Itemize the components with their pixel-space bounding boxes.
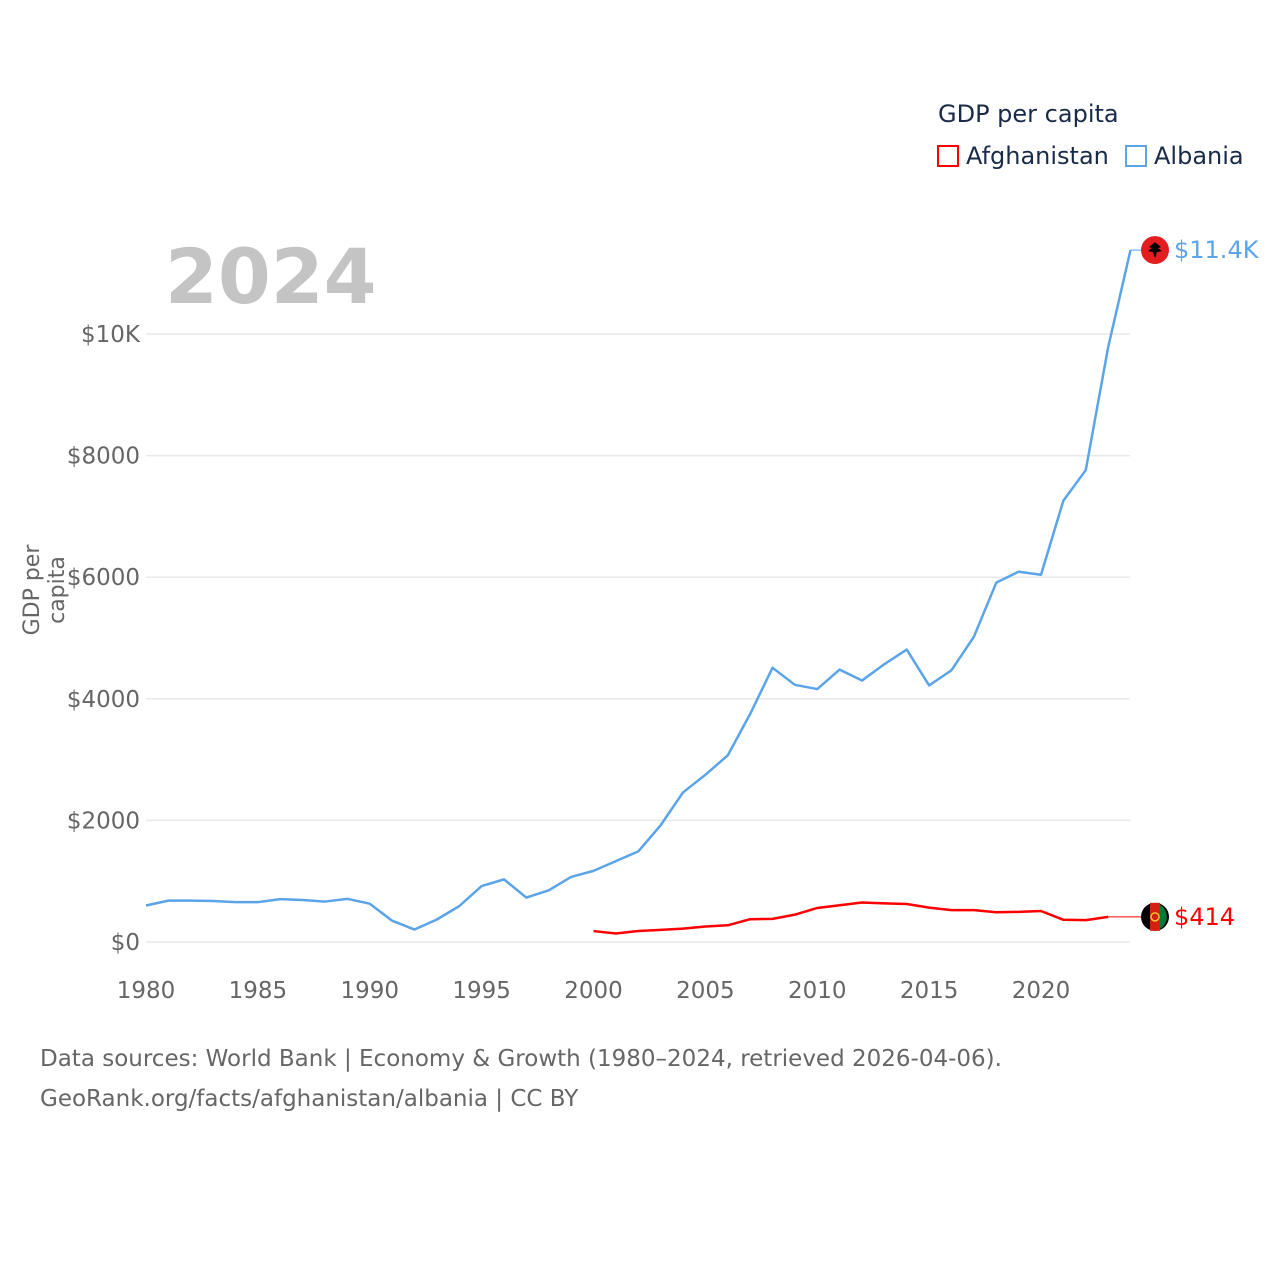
y-tick-label: $4000 — [67, 687, 140, 713]
legend-title: GDP per capita — [938, 100, 1119, 128]
footer-sources: Data sources: World Bank | Economy & Gro… — [40, 1046, 1002, 1072]
series-line-afghanistan — [593, 901, 1109, 935]
legend-swatch-albania — [1125, 145, 1147, 167]
flag-eagle — [1148, 242, 1162, 259]
flag-stripe — [1150, 902, 1160, 931]
x-tick-label: 2005 — [676, 978, 735, 1004]
x-tick-label: 1990 — [340, 978, 399, 1004]
y-tick-label: $8000 — [67, 444, 140, 470]
end-value-label: $11.4K — [1174, 236, 1260, 264]
x-tick-label: 1985 — [229, 978, 288, 1004]
footer-link[interactable]: GeoRank.org/facts/afghanistan/albania | … — [40, 1086, 579, 1112]
x-tick-label: 2015 — [900, 978, 959, 1004]
legend-swatch-afghanistan — [937, 145, 959, 167]
legend-item-afghanistan[interactable]: Afghanistan — [937, 142, 1109, 170]
y-axis-label: GDP per capita — [20, 544, 70, 636]
flag-stripe — [1160, 904, 1167, 929]
y-tick-label: $6000 — [67, 565, 140, 591]
year-label: 2024 — [165, 232, 377, 321]
x-tick-label: 1980 — [117, 978, 176, 1004]
y-tick-label: $2000 — [67, 808, 140, 834]
y-tick-label: $0 — [111, 930, 140, 956]
y-tick-label: $10K — [81, 322, 141, 348]
legend-item-albania[interactable]: Albania — [1125, 142, 1244, 170]
flag-emblem — [1150, 912, 1160, 922]
x-tick-label: 2020 — [1012, 978, 1071, 1004]
x-tick-label: 1995 — [452, 978, 511, 1004]
legend-label: Albania — [1154, 142, 1244, 170]
legend-label: Afghanistan — [966, 142, 1109, 170]
series-line-albania — [145, 249, 1132, 931]
x-tick-label: 2010 — [788, 978, 847, 1004]
end-value-label: $414 — [1174, 903, 1235, 931]
x-tick-label: 2000 — [564, 978, 623, 1004]
